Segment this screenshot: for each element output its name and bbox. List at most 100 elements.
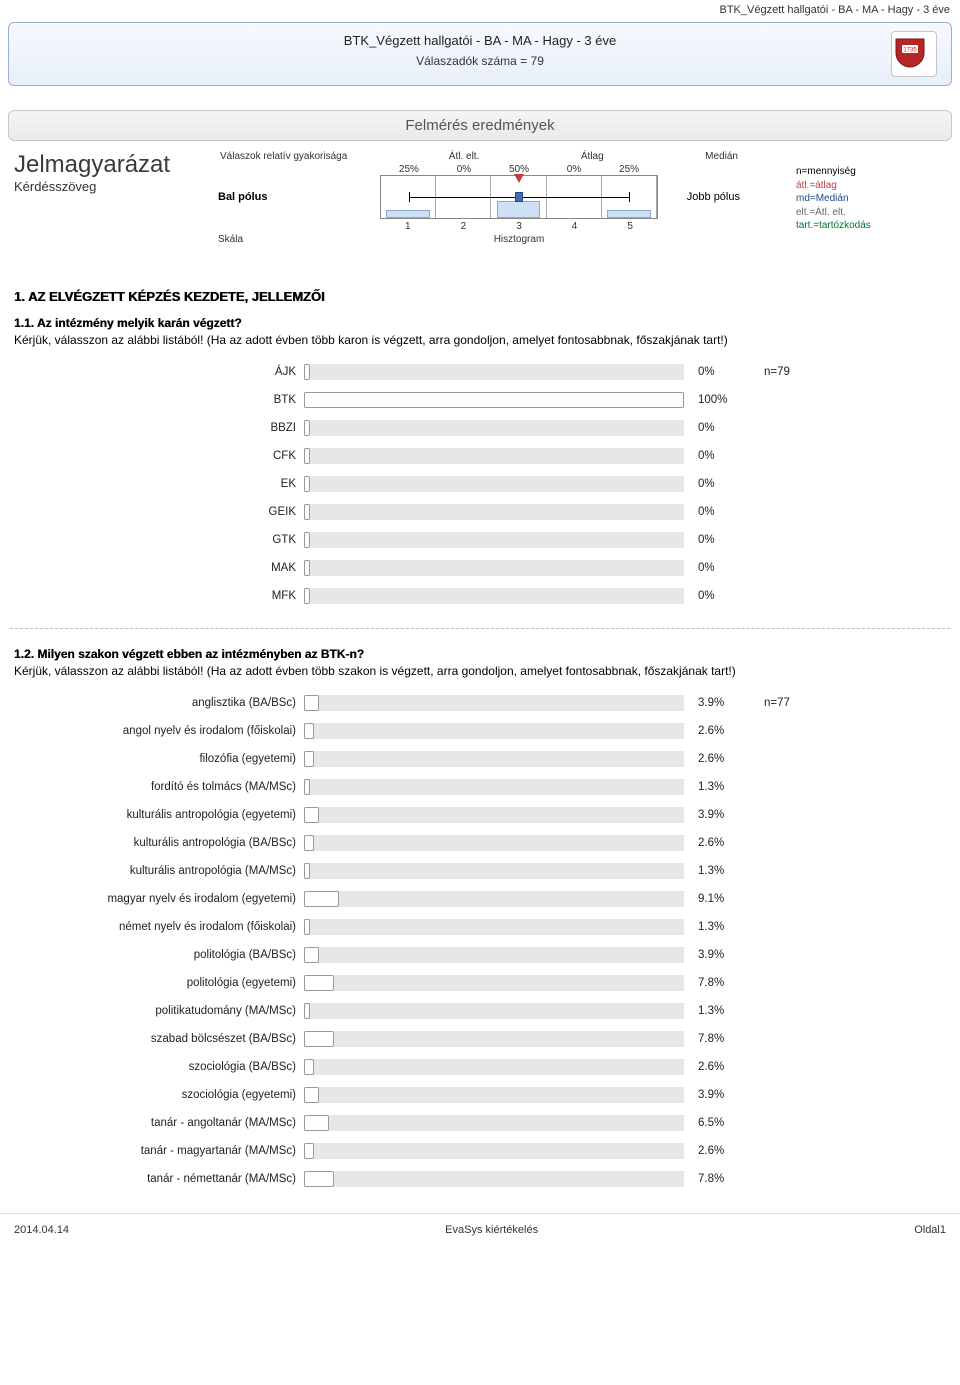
legend-histogram — [380, 175, 658, 219]
hbar-cell — [304, 751, 684, 767]
hbar-cell — [304, 1171, 684, 1187]
hbar-cell — [304, 947, 684, 963]
hbar-label: tanár - angoltanár (MA/MSc) — [14, 1117, 304, 1129]
hbar-value: 1.3% — [684, 921, 764, 933]
hbar-value: 6.5% — [684, 1117, 764, 1129]
hbar-n: n=77 — [764, 697, 824, 709]
hbar-label: német nyelv és irodalom (főiskolai) — [14, 921, 304, 933]
hbar-value: 3.9% — [684, 1089, 764, 1101]
legend-pct: 25% — [399, 164, 419, 175]
legend-median-label: Medián — [705, 151, 738, 162]
hbar-cell — [304, 1087, 684, 1103]
svg-text:1735: 1735 — [903, 48, 917, 54]
doc-header-right: BTK_Végzett hallgatói - BA - MA - Hagy -… — [0, 0, 960, 18]
hbar-label: kulturális antropológia (MA/MSc) — [14, 865, 304, 877]
hbar-row: kulturális antropológia (BA/BSc)2.6% — [14, 829, 946, 857]
hbar-row: politikatudomány (MA/MSc) 1.3% — [14, 997, 946, 1025]
hbar-row: angol nyelv és irodalom (főiskolai)2.6% — [14, 717, 946, 745]
footer-date: 2014.04.14 — [14, 1224, 69, 1236]
hbar-value: 1.3% — [684, 1005, 764, 1017]
hbar-cell — [304, 1003, 684, 1019]
hbar-row: ÁJK0%n=79 — [14, 358, 946, 386]
hbar-cell — [304, 919, 684, 935]
hbar-row: MAK0% — [14, 554, 946, 582]
hbar-cell — [304, 504, 684, 520]
hbar-value: 0% — [684, 366, 764, 378]
report-title: BTK_Végzett hallgatói - BA - MA - Hagy -… — [23, 33, 937, 48]
hbar-value: 7.8% — [684, 1173, 764, 1185]
legend-key-tart: tart.=tartózkodás — [796, 219, 946, 233]
hbar-value: 100% — [684, 394, 764, 406]
hbar-value: 0% — [684, 478, 764, 490]
hbar-row: GTK 0% — [14, 526, 946, 554]
hbar-cell — [304, 1143, 684, 1159]
hbar-row: kulturális antropológia (egyetemi)3.9% — [14, 801, 946, 829]
hbar-row: tanár - angoltanár (MA/MSc) 6.5% — [14, 1109, 946, 1137]
footer-center: EvaSys kiértékelés — [445, 1224, 538, 1236]
hbar-label: fordító és tolmács (MA/MSc) — [14, 781, 304, 793]
hbar-cell — [304, 891, 684, 907]
hbar-label: politikatudomány (MA/MSc) — [14, 1005, 304, 1017]
hbar-label: filozófia (egyetemi) — [14, 753, 304, 765]
hbar-label: szociológia (BA/BSc) — [14, 1061, 304, 1073]
hbar-row: EK 0% — [14, 470, 946, 498]
hbar-cell — [304, 420, 684, 436]
legend-histo-label: Hisztogram — [374, 234, 664, 245]
legend-freq-label: Válaszok relatív gyakorisága — [220, 151, 347, 162]
legend-pct: 0% — [567, 164, 581, 175]
hbar-label: GEIK — [14, 506, 304, 518]
hbar-value: 0% — [684, 506, 764, 518]
hbar-label: angol nyelv és irodalom (főiskolai) — [14, 725, 304, 737]
hbar-label: szociológia (egyetemi) — [14, 1089, 304, 1101]
question-1-2-desc: Kérjük, válasszon az alábbi listából! (H… — [14, 663, 946, 679]
page-footer: 2014.04.14 EvaSys kiértékelés Oldal1 — [0, 1213, 960, 1250]
legend-left-pole: Bal pólus — [214, 191, 374, 203]
legend-pct: 0% — [457, 164, 471, 175]
hbar-row: BBZI0% — [14, 414, 946, 442]
hbar-label: kulturális antropológia (BA/BSc) — [14, 837, 304, 849]
question-1-1-desc: Kérjük, válasszon az alábbi listából! (H… — [14, 332, 946, 348]
hbar-cell — [304, 448, 684, 464]
report-header: BTK_Végzett hallgatói - BA - MA - Hagy -… — [8, 22, 952, 86]
legend-scale-label: Skála — [214, 234, 374, 245]
hbar-cell — [304, 975, 684, 991]
hbar-cell — [304, 1031, 684, 1047]
hbar-label: politológia (BA/BSc) — [14, 949, 304, 961]
legend-key-md: md=Medián — [796, 192, 946, 206]
section-1-heading: 1. AZ ELVÉGZETT KÉPZÉS KEZDETE, JELLEMZŐ… — [14, 289, 946, 304]
hbar-value: 9.1% — [684, 893, 764, 905]
hbar-value: 3.9% — [684, 949, 764, 961]
results-chip: Felmérés eredmények — [8, 110, 952, 141]
hbar-row: tanár - magyartanár (MA/MSc) 2.6% — [14, 1137, 946, 1165]
hbar-cell — [304, 1059, 684, 1075]
legend-block: Jelmagyarázat Kérdésszöveg Válaszok rela… — [14, 151, 946, 271]
hbar-value: 2.6% — [684, 1061, 764, 1073]
shield-icon: 1735 — [892, 35, 928, 71]
hbar-value: 0% — [684, 450, 764, 462]
question-1-1: 1.1. Az intézmény melyik karán végzett? … — [14, 316, 946, 610]
hbar-label: tanár - magyartanár (MA/MSc) — [14, 1145, 304, 1157]
hbar-cell — [304, 779, 684, 795]
question-1-2: 1.2. Milyen szakon végzett ebben az inté… — [14, 647, 946, 1193]
hbar-cell — [304, 364, 684, 380]
hbar-label: MAK — [14, 562, 304, 574]
hbar-label: EK — [14, 478, 304, 490]
legend-axis-tick: 5 — [602, 221, 658, 232]
hbar-value: 2.6% — [684, 1145, 764, 1157]
hbar-row: szociológia (egyetemi) 3.9% — [14, 1081, 946, 1109]
hbar-value: 3.9% — [684, 809, 764, 821]
hbar-row: anglisztika (BA/BSc)3.9%n=77 — [14, 689, 946, 717]
hbar-label: GTK — [14, 534, 304, 546]
legend-pct: 25% — [619, 164, 639, 175]
hbar-value: 1.3% — [684, 781, 764, 793]
hbar-value: 1.3% — [684, 865, 764, 877]
legend-key: n=mennyiség átl.=átlag md=Medián elt.=Át… — [796, 165, 946, 233]
hbar-row: CFK0% — [14, 442, 946, 470]
hbar-value: 0% — [684, 422, 764, 434]
hbar-cell — [304, 532, 684, 548]
hbar-n: n=79 — [764, 366, 824, 378]
legend-axis-tick: 3 — [491, 221, 547, 232]
hbar-cell — [304, 835, 684, 851]
hbar-value: 2.6% — [684, 753, 764, 765]
hbar-value: 0% — [684, 534, 764, 546]
